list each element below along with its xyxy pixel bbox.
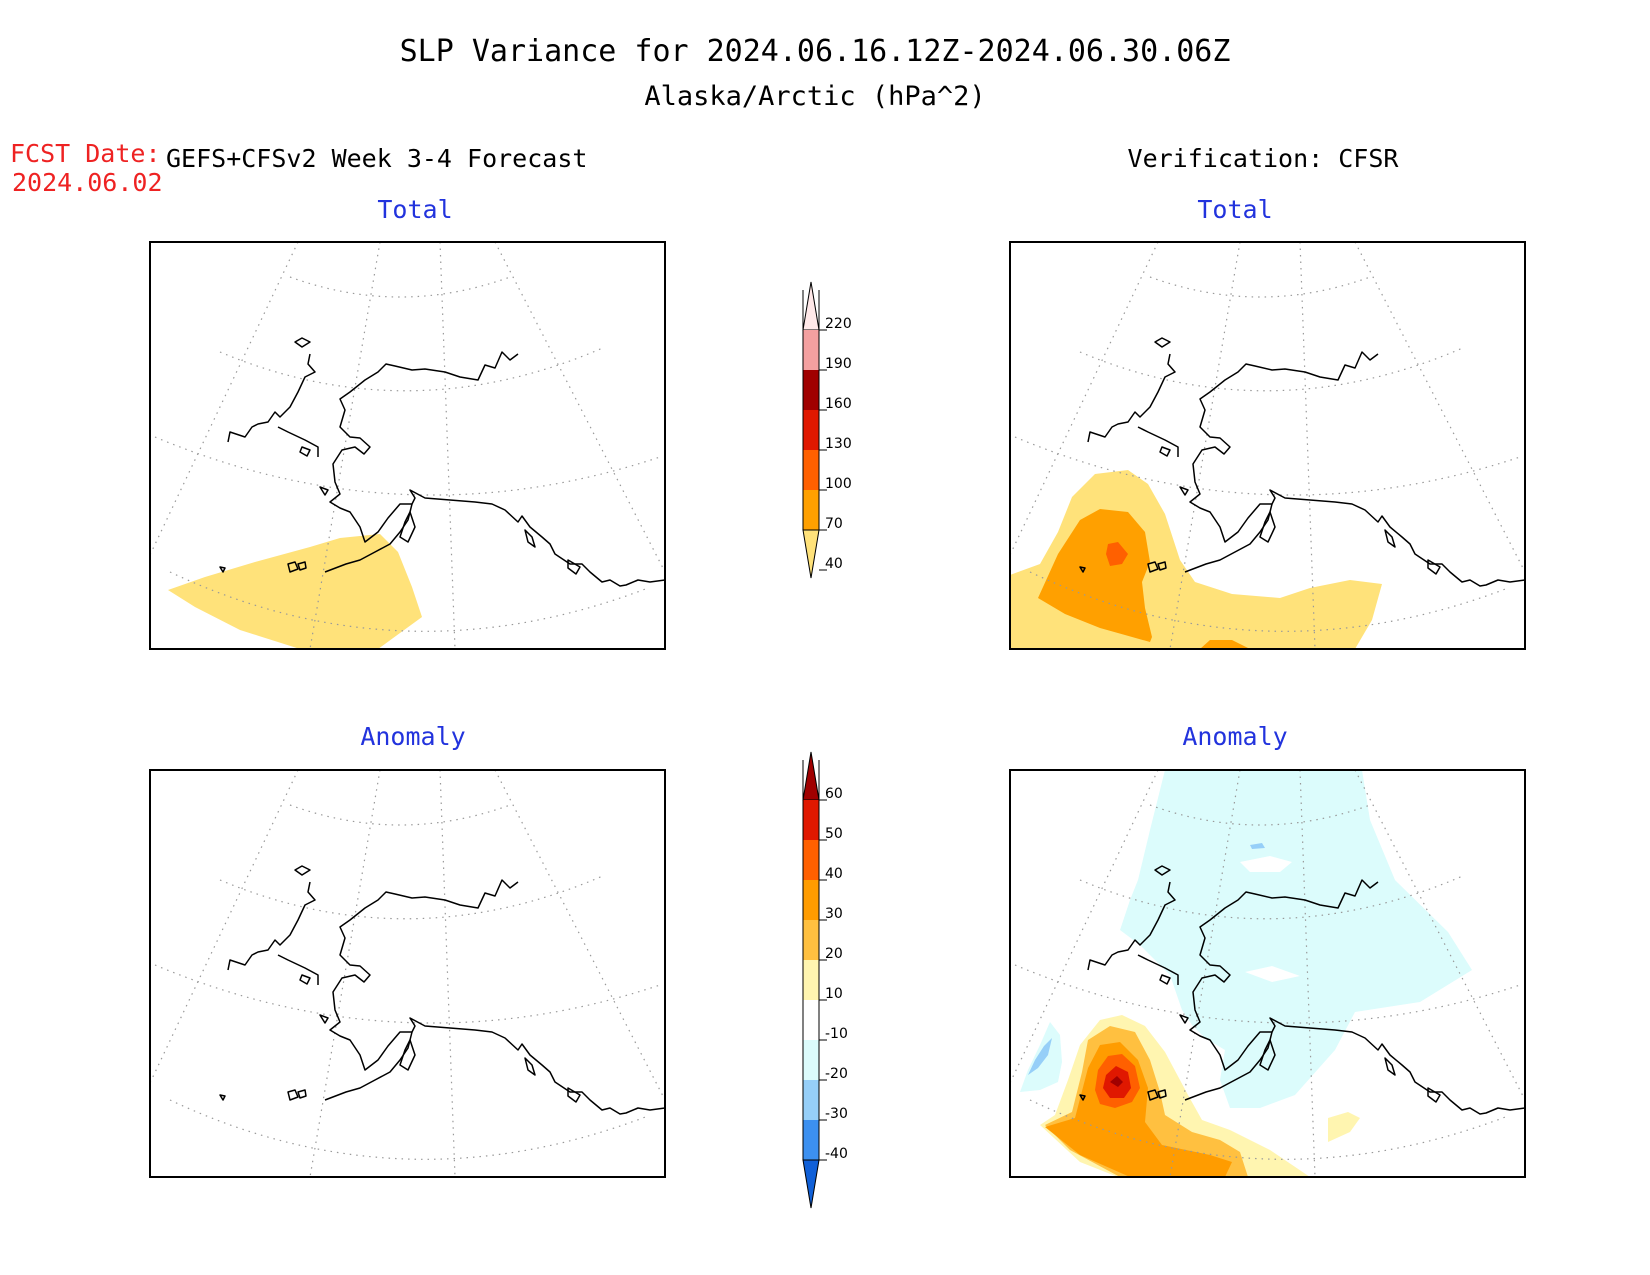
contour-anom-minus20-minus30-west [1028,1038,1052,1075]
colorbar-tick-label: -10 [825,1026,848,1042]
map-frame [149,241,666,650]
panel-title-verification-anomaly: Anomaly [1182,722,1287,751]
colorbar-tick-label: 30 [825,906,843,922]
contour-anom-neutral-patch [1245,966,1300,982]
map-panel-verification-total [1009,241,1526,650]
colorbar-swatch [803,920,819,960]
colorbar-tick-label: 130 [825,436,852,452]
map-frame [1009,241,1526,650]
panel-title-forecast-anomaly: Anomaly [360,722,465,751]
colorbar-tick-label: 40 [825,556,843,572]
contour-total-100-130 [1106,542,1128,566]
colorbar-swatch [803,370,819,410]
colorbar-swatch [803,490,819,530]
colorbar-tick-label: 220 [825,316,852,332]
contour-anom-minus20-minus30 [1250,843,1265,849]
map-panel-forecast-total [149,241,666,650]
panel-title-forecast-total: Total [377,195,452,224]
verification-column-title: Verification: CFSR [1128,144,1400,173]
contour-anom-30-40 [1045,1042,1232,1177]
colorbar-tick-label: -30 [825,1106,848,1122]
colorbar-swatch [803,1040,819,1080]
colorbar-swatch [803,410,819,450]
colorbar-swatch [803,800,819,840]
colorbar-swatch [802,529,820,579]
colorbar-swatch [803,1120,819,1160]
map-panel-verification-anomaly [1009,769,1526,1178]
colorbar-swatch [803,1000,819,1040]
map-panel-forecast-anomaly [149,769,666,1178]
fcst-date-value: 2024.06.02 [12,168,163,197]
contour-total-70-100 [1038,509,1152,642]
panel-title-verification-total: Total [1197,195,1272,224]
contour-total-70-100-south [1200,640,1250,649]
colorbar-swatch [803,840,819,880]
colorbar-tick-label: 20 [825,946,843,962]
contour-anom-10-20-east [1328,1112,1360,1142]
contour-anom-minus10-minus20 [1120,770,1472,1108]
colorbar-swatch [803,1080,819,1120]
colorbar-tick-label: 70 [825,516,843,532]
colorbar-tick-label: 50 [825,826,843,842]
colorbar-swatch [802,751,820,801]
map-frame [1009,769,1526,1178]
colorbar-swatch [803,960,819,1000]
colorbar-tick-label: 100 [825,476,852,492]
colorbar-anomaly: 60 50 40 30 20 10 -10 -20 -30 -40 [802,751,848,1209]
colorbar-swatch [802,1159,820,1209]
colorbar-tick-label: 10 [825,986,843,1002]
figure-title: SLP Variance for 2024.06.16.12Z-2024.06.… [400,34,1231,69]
colorbar-tick-label: 40 [825,866,843,882]
contour-total-40-70 [168,534,422,649]
fcst-date-label: FCST Date: [10,139,161,168]
colorbar-swatch [803,450,819,490]
colorbar-total: 220 190 160 130 100 70 40 [802,281,852,579]
colorbar-swatch [803,880,819,920]
colorbar-tick-label: 160 [825,396,852,412]
colorbar-tick-label: -40 [825,1146,848,1162]
forecast-column-title: GEFS+CFSv2 Week 3-4 Forecast [166,144,587,173]
colorbar-swatch [802,281,820,331]
contour-anom-neutral-patch [1240,856,1292,872]
map-frame [149,769,666,1178]
figure-subtitle: Alaska/Arctic (hPa^2) [644,81,985,112]
colorbar-swatch [803,330,819,370]
contour-anom-above-60 [1110,1076,1123,1087]
colorbar-tick-label: 60 [825,786,843,802]
colorbar-tick-label: -20 [825,1066,848,1082]
colorbar-tick-label: 190 [825,356,852,372]
